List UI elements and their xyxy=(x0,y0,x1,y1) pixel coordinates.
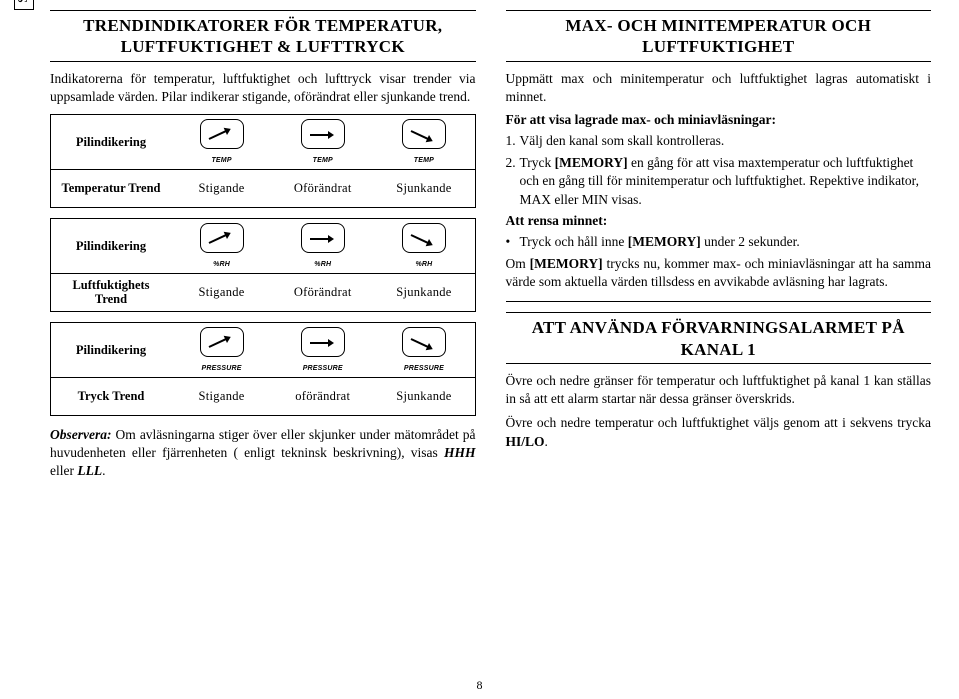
list-number: 2. xyxy=(506,154,520,209)
trend-label: Sjunkande xyxy=(373,387,474,406)
paragraph: Om [MEMORY] trycks nu, kommer max- och m… xyxy=(506,255,932,291)
arrow-up-icon xyxy=(200,119,244,149)
note-text: Om avläsningarna stiger över eller skjun… xyxy=(50,427,476,460)
language-tag: SV xyxy=(14,0,34,10)
note-paragraph: Observera: Om avläsningarna stiger över … xyxy=(50,426,476,481)
trend-label: Stigande xyxy=(171,387,272,406)
trend-icon-cell: TEMP xyxy=(272,115,373,168)
icon-unit-label: PRESSURE xyxy=(303,365,343,372)
list-item: 1.Välj den kanal som skall kontrolleras. xyxy=(506,132,932,150)
paragraph: Uppmätt max och minitemperatur och luftf… xyxy=(506,70,932,106)
icon-unit-label: TEMP xyxy=(414,157,434,164)
table-row: Pilindikering %RH %RH %RH xyxy=(51,219,475,273)
icon-unit-label: %RH xyxy=(415,261,432,268)
right-column: MAX- OCH MINITEMPERATUR OCH LUFTFUKTIGHE… xyxy=(506,10,932,650)
row-label-pressure: Tryck Trend xyxy=(51,385,171,407)
row-label-arrow: Pilindikering xyxy=(51,339,171,361)
divider xyxy=(506,301,932,302)
arrow-up-icon xyxy=(200,327,244,357)
trend-label: Sjunkande xyxy=(373,283,474,302)
trend-label: oförändrat xyxy=(272,387,373,406)
trend-icon-cell: TEMP xyxy=(171,115,272,168)
trend-icon-cell: %RH xyxy=(373,219,474,272)
note-lll: LLL xyxy=(77,463,102,478)
trend-icon-cell: %RH xyxy=(171,219,272,272)
trend-label: Oförändrat xyxy=(272,179,373,198)
arrow-up-icon xyxy=(200,223,244,253)
arrow-flat-icon xyxy=(301,119,345,149)
trend-icon-cell: TEMP xyxy=(373,115,474,168)
list-text: Välj den kanal som skall kontrolleras. xyxy=(520,132,725,150)
table-row: Pilindikering TEMP TEMP TEMP xyxy=(51,115,475,169)
two-column-layout: TRENDINDIKATORER FÖR TEMPERATUR, LUFTFUK… xyxy=(50,10,931,650)
left-section-title: TRENDINDIKATORER FÖR TEMPERATUR, LUFTFUK… xyxy=(50,10,476,62)
left-column: TRENDINDIKATORER FÖR TEMPERATUR, LUFTFUK… xyxy=(50,10,476,650)
icon-unit-label: %RH xyxy=(314,261,331,268)
trend-label: Oförändrat xyxy=(272,283,373,302)
icon-unit-label: TEMP xyxy=(211,157,231,164)
bullet-icon: • xyxy=(506,233,520,251)
icon-unit-label: PRESSURE xyxy=(202,365,242,372)
right-section2-title: ATT ANVÄNDA FÖRVARNINGSALARMET PÅ KANAL … xyxy=(506,312,932,364)
trend-icon-cell: PRESSURE xyxy=(272,323,373,376)
pressure-trend-block: Pilindikering PRESSURE PRESSURE PRESSURE… xyxy=(50,322,476,416)
arrow-down-icon xyxy=(402,119,446,149)
table-row: Tryck Trend Stigande oförändrat Sjunkand… xyxy=(51,377,475,415)
right-section1-title: MAX- OCH MINITEMPERATUR OCH LUFTFUKTIGHE… xyxy=(506,10,932,62)
row-label-arrow: Pilindikering xyxy=(51,131,171,153)
paragraph: Övre och nedre temperatur och luftfuktig… xyxy=(506,414,932,450)
intro-paragraph: Indikatorerna för temperatur, luftfuktig… xyxy=(50,70,476,106)
trend-label: Stigande xyxy=(171,179,272,198)
icon-unit-label: %RH xyxy=(213,261,230,268)
trend-icon-cell: PRESSURE xyxy=(373,323,474,376)
list-text: Tryck [MEMORY] en gång för att visa maxt… xyxy=(520,154,932,209)
note-end: . xyxy=(102,463,105,478)
table-row: Temperatur Trend Stigande Oförändrat Sju… xyxy=(51,169,475,207)
list-item: •Tryck och håll inne [MEMORY] under 2 se… xyxy=(506,233,932,251)
note-hhh: HHH xyxy=(444,445,476,460)
humidity-trend-block: Pilindikering %RH %RH %RH Luftfuktighets… xyxy=(50,218,476,312)
trend-icon-cell: PRESSURE xyxy=(171,323,272,376)
subheading: Att rensa minnet: xyxy=(506,213,932,229)
arrow-down-icon xyxy=(402,327,446,357)
icon-unit-label: PRESSURE xyxy=(404,365,444,372)
list-text: Tryck och håll inne [MEMORY] under 2 sek… xyxy=(520,233,800,251)
table-row: Luftfuktighets Trend Stigande Oförändrat… xyxy=(51,273,475,311)
paragraph: Övre och nedre gränser för temperatur oc… xyxy=(506,372,932,408)
row-label-temp: Temperatur Trend xyxy=(51,177,171,199)
trend-label: Stigande xyxy=(171,283,272,302)
list-number: 1. xyxy=(506,132,520,150)
arrow-flat-icon xyxy=(301,223,345,253)
arrow-down-icon xyxy=(402,223,446,253)
trend-label: Sjunkande xyxy=(373,179,474,198)
icon-unit-label: TEMP xyxy=(313,157,333,164)
subheading: För att visa lagrade max- och miniavläsn… xyxy=(506,112,932,128)
page-number: 8 xyxy=(477,678,483,693)
temp-trend-block: Pilindikering TEMP TEMP TEMP Temperatur … xyxy=(50,114,476,208)
row-label-arrow: Pilindikering xyxy=(51,235,171,257)
note-prefix: Observera: xyxy=(50,427,111,442)
row-label-humidity: Luftfuktighets Trend xyxy=(51,274,171,311)
list-item: 2.Tryck [MEMORY] en gång för att visa ma… xyxy=(506,154,932,209)
trend-icon-cell: %RH xyxy=(272,219,373,272)
table-row: Pilindikering PRESSURE PRESSURE PRESSURE xyxy=(51,323,475,377)
note-or: eller xyxy=(50,463,77,478)
arrow-flat-icon xyxy=(301,327,345,357)
